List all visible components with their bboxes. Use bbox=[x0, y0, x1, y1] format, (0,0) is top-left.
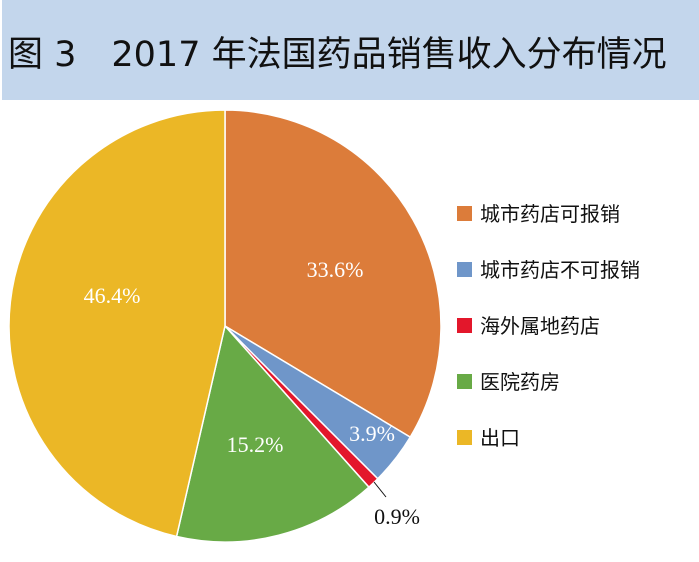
legend-label: 出口 bbox=[480, 426, 520, 450]
data-label: 3.9% bbox=[349, 421, 395, 446]
pie-slice bbox=[8, 109, 226, 538]
data-label: 46.4% bbox=[84, 283, 141, 308]
data-label: 0.9% bbox=[374, 504, 420, 529]
data-label: 33.6% bbox=[307, 257, 364, 282]
legend-swatch bbox=[457, 262, 472, 277]
title-bar: 图 3 2017 年法国药品销售收入分布情况 bbox=[2, 0, 699, 100]
legend-label: 海外属地药店 bbox=[480, 314, 600, 338]
chart-title: 图 3 2017 年法国药品销售收入分布情况 bbox=[8, 35, 667, 75]
legend-label: 医院药房 bbox=[480, 370, 560, 394]
pie-slice bbox=[175, 324, 370, 543]
legend-label: 城市药店不可报销 bbox=[480, 258, 640, 282]
pie-slice bbox=[224, 109, 442, 439]
leader-line bbox=[373, 481, 387, 498]
legend-swatch bbox=[457, 374, 472, 389]
legend-label: 城市药店可报销 bbox=[480, 202, 620, 226]
data-label: 15.2% bbox=[227, 432, 284, 457]
legend-swatch bbox=[457, 206, 472, 221]
legend-swatch bbox=[457, 318, 472, 333]
legend-swatch bbox=[457, 430, 472, 445]
